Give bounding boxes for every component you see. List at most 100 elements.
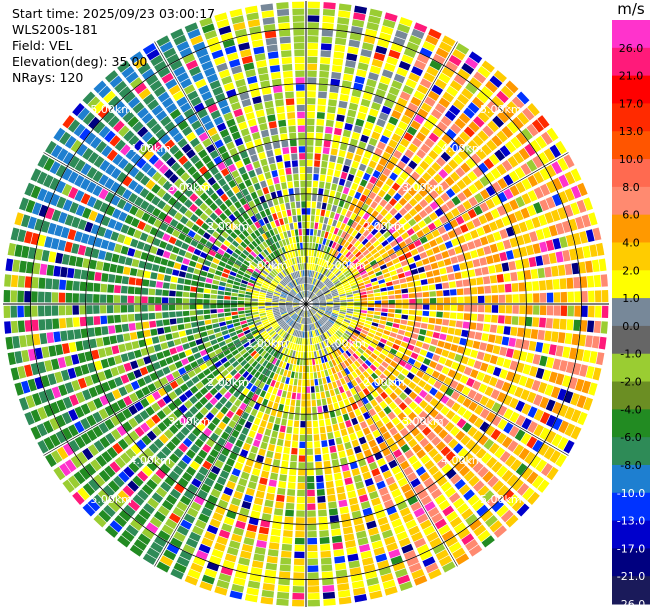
velocity-gate — [368, 490, 379, 500]
velocity-gate — [352, 314, 360, 318]
velocity-gate — [348, 102, 359, 111]
velocity-gate — [204, 97, 216, 108]
velocity-gate — [339, 293, 346, 297]
velocity-gate — [74, 406, 85, 419]
velocity-gate — [392, 150, 403, 160]
velocity-gate — [147, 383, 157, 393]
velocity-gate — [387, 352, 395, 360]
velocity-gate — [355, 118, 365, 127]
velocity-gate — [243, 341, 251, 348]
velocity-gate — [444, 240, 453, 249]
velocity-gate — [485, 80, 498, 94]
velocity-gate — [17, 365, 27, 379]
velocity-gate — [412, 137, 423, 148]
velocity-gate — [469, 322, 477, 330]
velocity-gate — [233, 338, 241, 345]
velocity-gate — [330, 336, 336, 343]
velocity-gate — [336, 394, 343, 402]
velocity-gate — [445, 398, 456, 409]
velocity-gate — [485, 255, 494, 265]
velocity-gate — [380, 382, 388, 391]
velocity-gate — [416, 149, 427, 159]
velocity-gate — [293, 279, 298, 286]
velocity-gate — [224, 382, 232, 391]
velocity-gate — [104, 346, 113, 357]
velocity-gate — [543, 148, 556, 162]
velocity-gate — [133, 139, 145, 151]
velocity-gate — [232, 445, 241, 455]
velocity-gate — [311, 278, 315, 285]
velocity-gate — [412, 327, 420, 334]
velocity-gate — [477, 529, 491, 543]
velocity-gate — [522, 107, 535, 121]
velocity-gate — [336, 415, 344, 423]
velocity-gate — [64, 459, 77, 473]
velocity-gate — [497, 484, 510, 498]
velocity-gate — [484, 211, 494, 222]
velocity-gate — [306, 372, 310, 380]
velocity-gate — [314, 314, 319, 321]
velocity-gate — [262, 343, 269, 350]
velocity-gate — [592, 367, 602, 381]
velocity-gate — [399, 207, 408, 216]
velocity-gate — [355, 452, 365, 461]
velocity-gate — [200, 270, 208, 277]
velocity-gate — [278, 481, 287, 489]
velocity-gate — [246, 523, 258, 533]
velocity-gate — [281, 354, 286, 362]
velocity-gate — [289, 378, 294, 385]
velocity-gate — [107, 356, 116, 367]
velocity-gate — [231, 240, 240, 248]
velocity-gate — [432, 331, 440, 339]
velocity-gate — [349, 567, 362, 576]
velocity-gate — [310, 308, 316, 314]
velocity-gate — [367, 356, 375, 364]
velocity-gate — [367, 215, 375, 224]
velocity-gate — [145, 179, 156, 190]
velocity-gate — [165, 333, 173, 341]
velocity-gate — [306, 455, 314, 462]
velocity-gate — [338, 347, 345, 354]
velocity-gate — [340, 428, 348, 437]
velocity-gate — [332, 311, 339, 315]
velocity-gate — [317, 371, 322, 379]
velocity-gate — [517, 327, 525, 338]
velocity-gate — [249, 125, 259, 134]
velocity-gate — [347, 145, 356, 154]
velocity-gate — [463, 126, 475, 138]
velocity-gate — [331, 459, 340, 467]
velocity-gate — [515, 463, 528, 476]
velocity-gate — [162, 417, 173, 428]
velocity-gate — [286, 299, 293, 302]
velocity-gate — [304, 331, 306, 338]
velocity-gate — [93, 316, 101, 325]
velocity-gate — [237, 304, 245, 308]
velocity-gate — [202, 246, 211, 254]
velocity-gate — [400, 114, 412, 125]
velocity-gate — [258, 235, 265, 243]
velocity-gate — [276, 410, 283, 418]
velocity-gate — [150, 54, 164, 67]
velocity-gate — [160, 342, 169, 350]
velocity-gate — [472, 430, 484, 442]
velocity-gate — [202, 138, 213, 148]
velocity-gate — [87, 444, 99, 457]
velocity-gate — [243, 134, 252, 143]
velocity-gate — [181, 373, 191, 382]
velocity-gate — [174, 360, 183, 369]
velocity-gate — [317, 294, 324, 298]
velocity-gate — [495, 379, 505, 390]
velocity-gate — [308, 284, 311, 291]
velocity-gate — [302, 331, 305, 338]
velocity-gate — [386, 365, 395, 373]
velocity-gate — [236, 563, 249, 573]
velocity-gate — [600, 274, 608, 287]
velocity-gate — [52, 318, 60, 330]
velocity-gate — [345, 341, 352, 348]
velocity-gate — [410, 268, 419, 275]
velocity-gate — [476, 371, 486, 382]
velocity-gate — [244, 194, 253, 203]
velocity-gate — [162, 192, 172, 202]
velocity-gate — [345, 59, 356, 68]
velocity-gate — [327, 494, 336, 502]
